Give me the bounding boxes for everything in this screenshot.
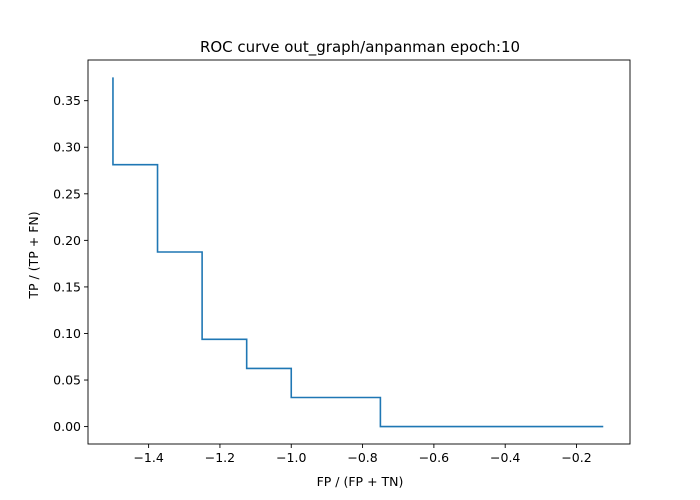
y-tick-label: 0.25 — [53, 186, 81, 201]
y-axis-label: TP / (TP + FN) — [26, 211, 41, 299]
plot-frame — [87, 59, 631, 445]
x-tick-label: −1.4 — [133, 450, 163, 465]
roc-curve-line — [112, 77, 604, 428]
y-tick-label: 0.15 — [53, 279, 81, 294]
x-tick-label: −0.4 — [490, 450, 520, 465]
y-tick-label: 0.05 — [53, 373, 81, 388]
x-tick-label: −0.8 — [347, 450, 377, 465]
x-axis-label: FP / (FP + TN) — [317, 474, 404, 489]
x-tick-label: −0.6 — [419, 450, 449, 465]
x-tick-label: −1.0 — [276, 450, 306, 465]
x-tick-label: −1.2 — [205, 450, 235, 465]
chart-title: ROC curve out_graph/anpanman epoch:10 — [200, 38, 520, 57]
y-tick-label: 0.20 — [53, 233, 81, 248]
y-tick-label: 0.30 — [53, 140, 81, 155]
x-tick-label: −0.2 — [561, 450, 591, 465]
plot-area: −1.4 −1.2 −1.0 −0.8 −0.6 −0.4 −0.2 0.00 0.05 0.10… — [53, 59, 631, 465]
y-tick-label: 0.35 — [53, 93, 81, 108]
y-tick-label: 0.00 — [53, 419, 81, 434]
y-tick-label: 0.10 — [53, 326, 81, 341]
